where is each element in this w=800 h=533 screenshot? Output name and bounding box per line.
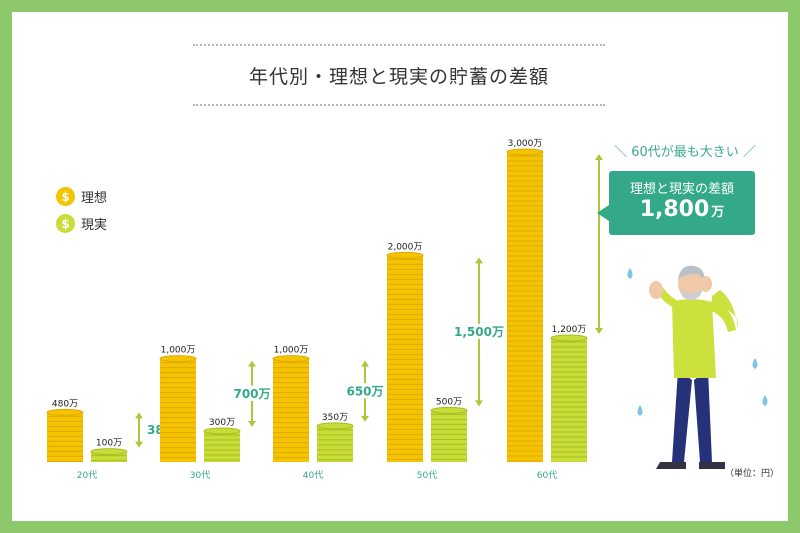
bar-ideal-20代 (46, 408, 84, 462)
dollar-coin-icon: $ (56, 187, 75, 206)
callout-label: 理想と現実の差額 (629, 182, 734, 197)
value-label-actual: 300万 (209, 418, 235, 428)
difference-arrow: 1,500万 (454, 257, 504, 407)
difference-label: 650万 (346, 384, 383, 398)
bar-actual-50代 (430, 406, 468, 462)
bar-ideal-40代 (272, 355, 310, 462)
value-label-actual: 1,200万 (552, 325, 587, 335)
callout-heading: ＼ 60代が最も大きい ／ (614, 145, 756, 160)
difference-arrow: 650万 (346, 360, 384, 422)
x-tick-label: 30代 (190, 470, 210, 481)
title-banner: 年代別・理想と現実の貯蓄の差額 (193, 44, 605, 106)
bar-actual-40代 (316, 422, 354, 462)
difference-arrow: 700万 (233, 360, 271, 427)
bar-ideal-30代 (159, 355, 197, 462)
bar-ideal-50代 (386, 251, 424, 462)
legend-label-ideal: 理想 (81, 191, 108, 206)
page-title: 年代別・理想と現実の貯蓄の差額 (248, 66, 549, 88)
callout-value-row: 1,800 万 (609, 197, 755, 222)
callout-unit: 万 (711, 205, 725, 220)
difference-label: 700万 (233, 387, 270, 401)
value-label-ideal: 3,000万 (508, 139, 543, 149)
bar-actual-60代 (550, 334, 588, 462)
legend-item-ideal: $ 理想 (56, 187, 107, 206)
legend-label-actual: 現実 (81, 218, 108, 233)
unit-note: （単位：円） (725, 469, 780, 479)
x-tick-label: 20代 (77, 470, 97, 481)
value-label-ideal: 480万 (52, 399, 78, 409)
value-label-actual: 350万 (322, 413, 348, 423)
worried-person-illustration (627, 265, 768, 469)
difference-callout: 理想と現実の差額 1,800 万 (597, 171, 755, 235)
bar-actual-20代 (90, 448, 128, 462)
value-label-ideal: 1,000万 (274, 346, 309, 356)
value-label-ideal: 1,000万 (161, 346, 196, 356)
sweat-drop-icon (637, 405, 643, 416)
sweat-drop-icon (752, 358, 758, 369)
bar-actual-30代 (203, 427, 241, 462)
sweat-drop-icon (762, 395, 768, 406)
legend-item-actual: $ 現実 (56, 214, 107, 233)
callout-value: 1,800 (639, 197, 710, 222)
dollar-coin-icon: $ (56, 214, 75, 233)
bar-ideal-60代 (506, 148, 544, 462)
difference-arrow (595, 154, 603, 334)
x-tick-label: 40代 (303, 470, 323, 481)
value-label-actual: 100万 (96, 439, 122, 449)
difference-label: 1,500万 (454, 325, 504, 339)
sweat-drop-icon (627, 268, 633, 279)
x-tick-label: 60代 (537, 470, 557, 481)
value-label-actual: 500万 (436, 397, 462, 407)
x-tick-label: 50代 (417, 470, 437, 481)
value-label-ideal: 2,000万 (388, 242, 423, 252)
callout-heading-text: 60代が最も大きい (631, 145, 739, 160)
